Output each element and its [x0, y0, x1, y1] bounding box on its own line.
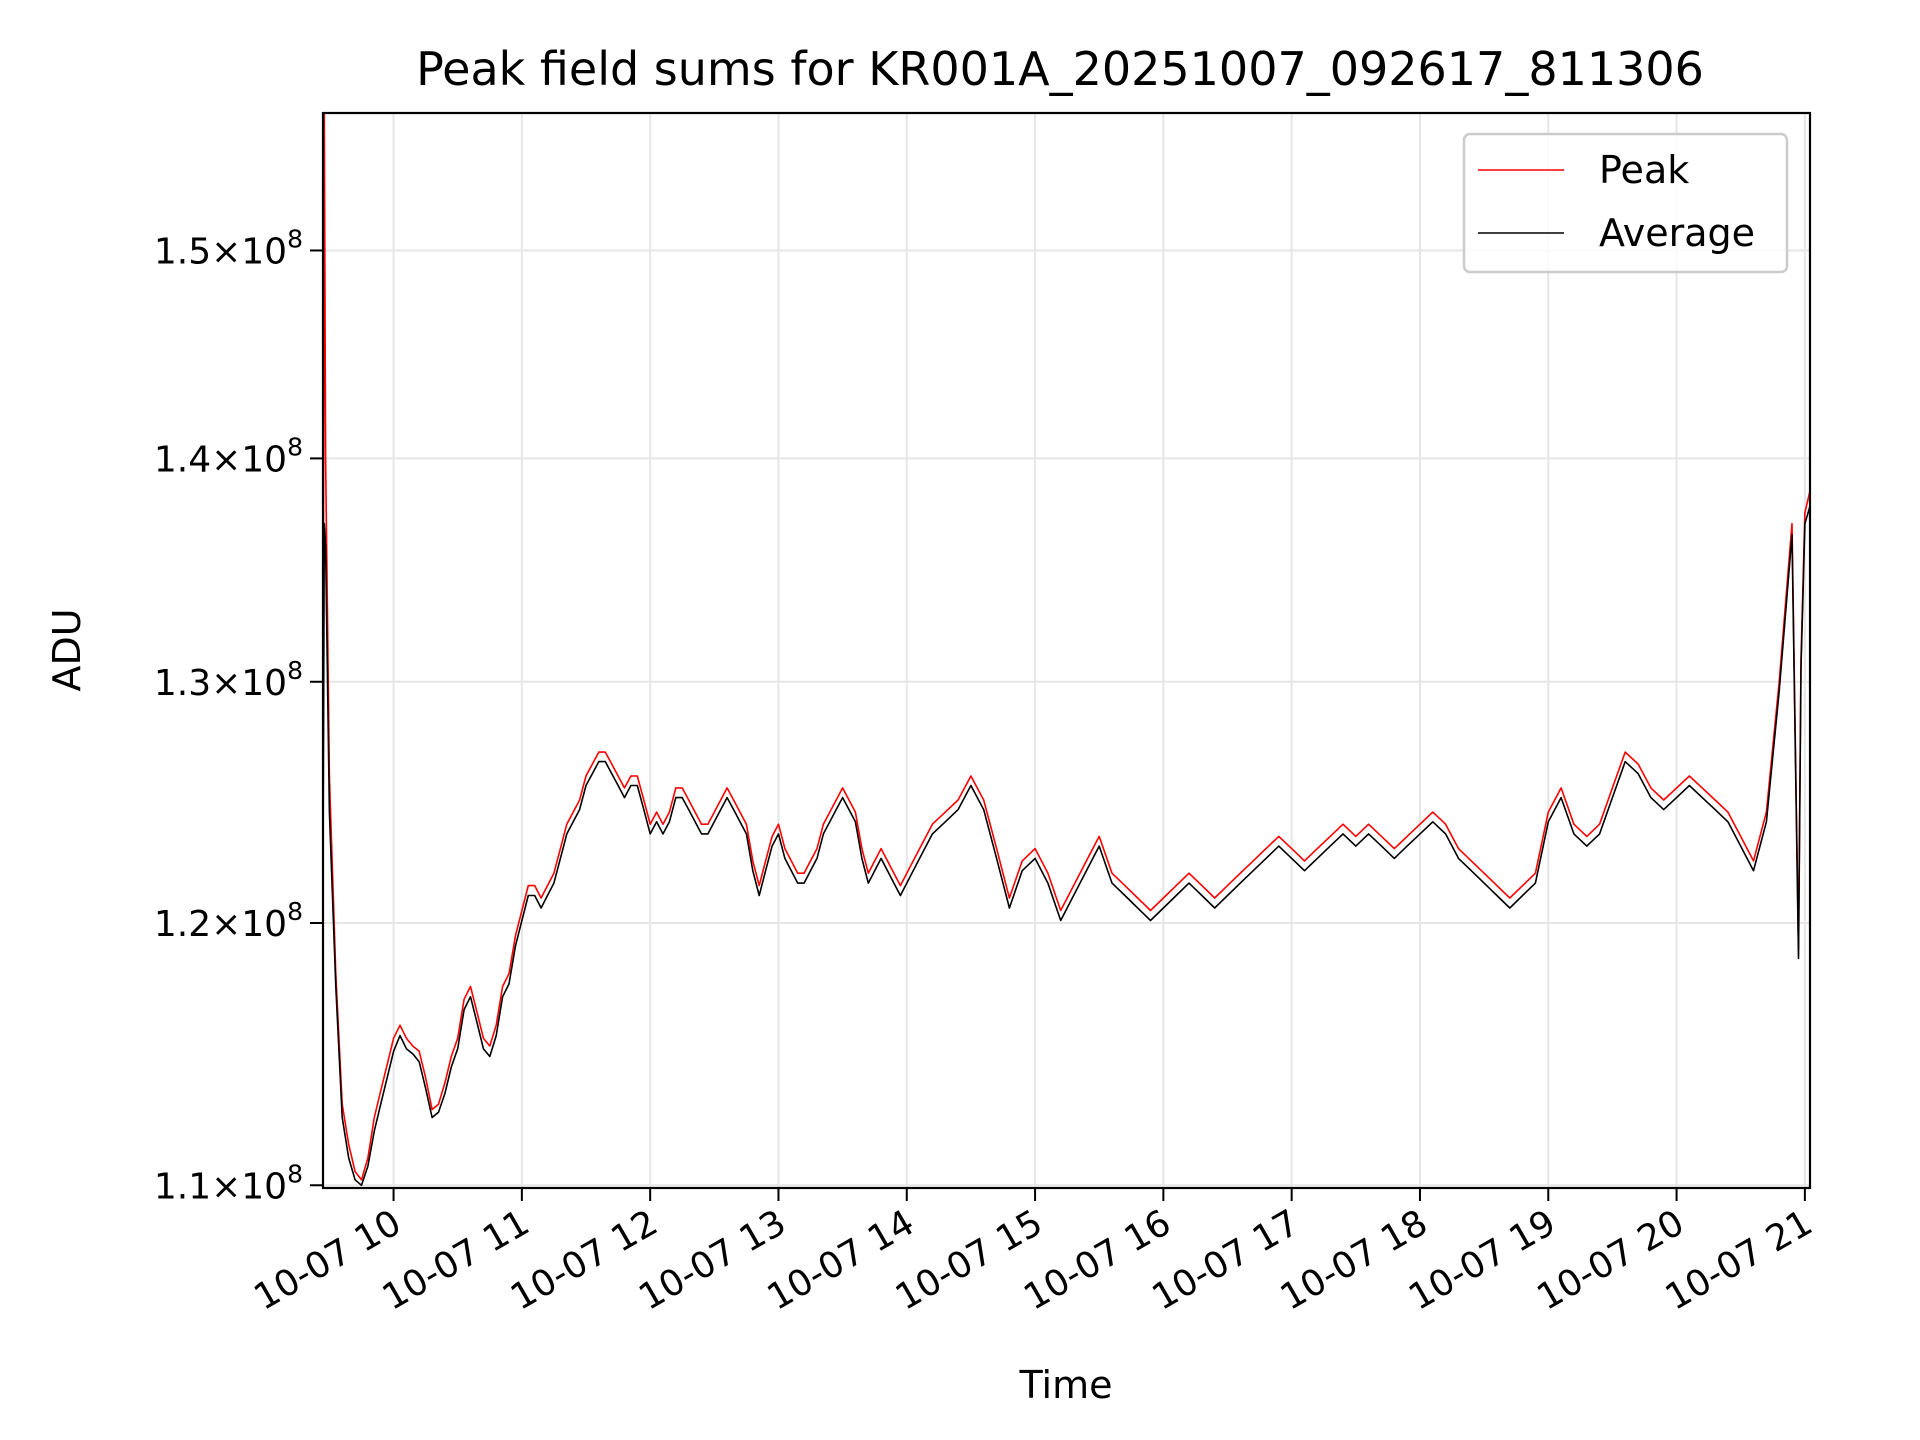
y-tick-exponent: 8 [287, 432, 303, 461]
y-tick-times-ten: ×10 [211, 663, 287, 704]
y-tick-exponent: 8 [287, 656, 303, 685]
y-tick-exponent: 8 [287, 1159, 303, 1188]
legend-box [1462, 132, 1789, 274]
y-tick-label: 1.5×108 [154, 224, 303, 272]
y-tick-exponent: 8 [287, 224, 303, 253]
y-tick-mantissa: 1.3 [154, 663, 211, 704]
y-tick-mantissa: 1.5 [154, 231, 211, 272]
y-tick-times-ten: ×10 [211, 439, 287, 480]
y-tick-mantissa: 1.4 [154, 439, 211, 480]
y-axis-label: ADU [45, 608, 89, 691]
plot-frame [321, 111, 1812, 1190]
legend-label-peak: Peak [1599, 148, 1689, 192]
legend: Peak Average [1462, 132, 1789, 274]
grid [323, 113, 1810, 1188]
y-tick-times-ten: ×10 [211, 231, 287, 272]
y-tick-label: 1.1×108 [154, 1159, 303, 1207]
y-tick-mantissa: 1.2 [154, 904, 211, 945]
series-layer [322, 112, 1811, 1187]
chart-title: Peak field sums for KR001A_20251007_0926… [416, 42, 1704, 96]
x-axis-label: Time [1019, 1363, 1113, 1407]
series-line-average [322, 505, 1811, 1187]
legend-label-average: Average [1599, 211, 1755, 255]
y-tick-times-ten: ×10 [211, 904, 287, 945]
y-tick-mantissa: 1.1 [154, 1166, 211, 1207]
y-tick-label: 1.3×108 [154, 656, 303, 704]
y-tick-label: 1.2×108 [154, 897, 303, 945]
plot-area [323, 113, 1810, 1188]
y-tick-label: 1.4×108 [154, 432, 303, 480]
series-line-peak [322, 112, 1811, 1181]
y-tick-times-ten: ×10 [211, 1166, 287, 1207]
y-tick-exponent: 8 [287, 897, 303, 926]
